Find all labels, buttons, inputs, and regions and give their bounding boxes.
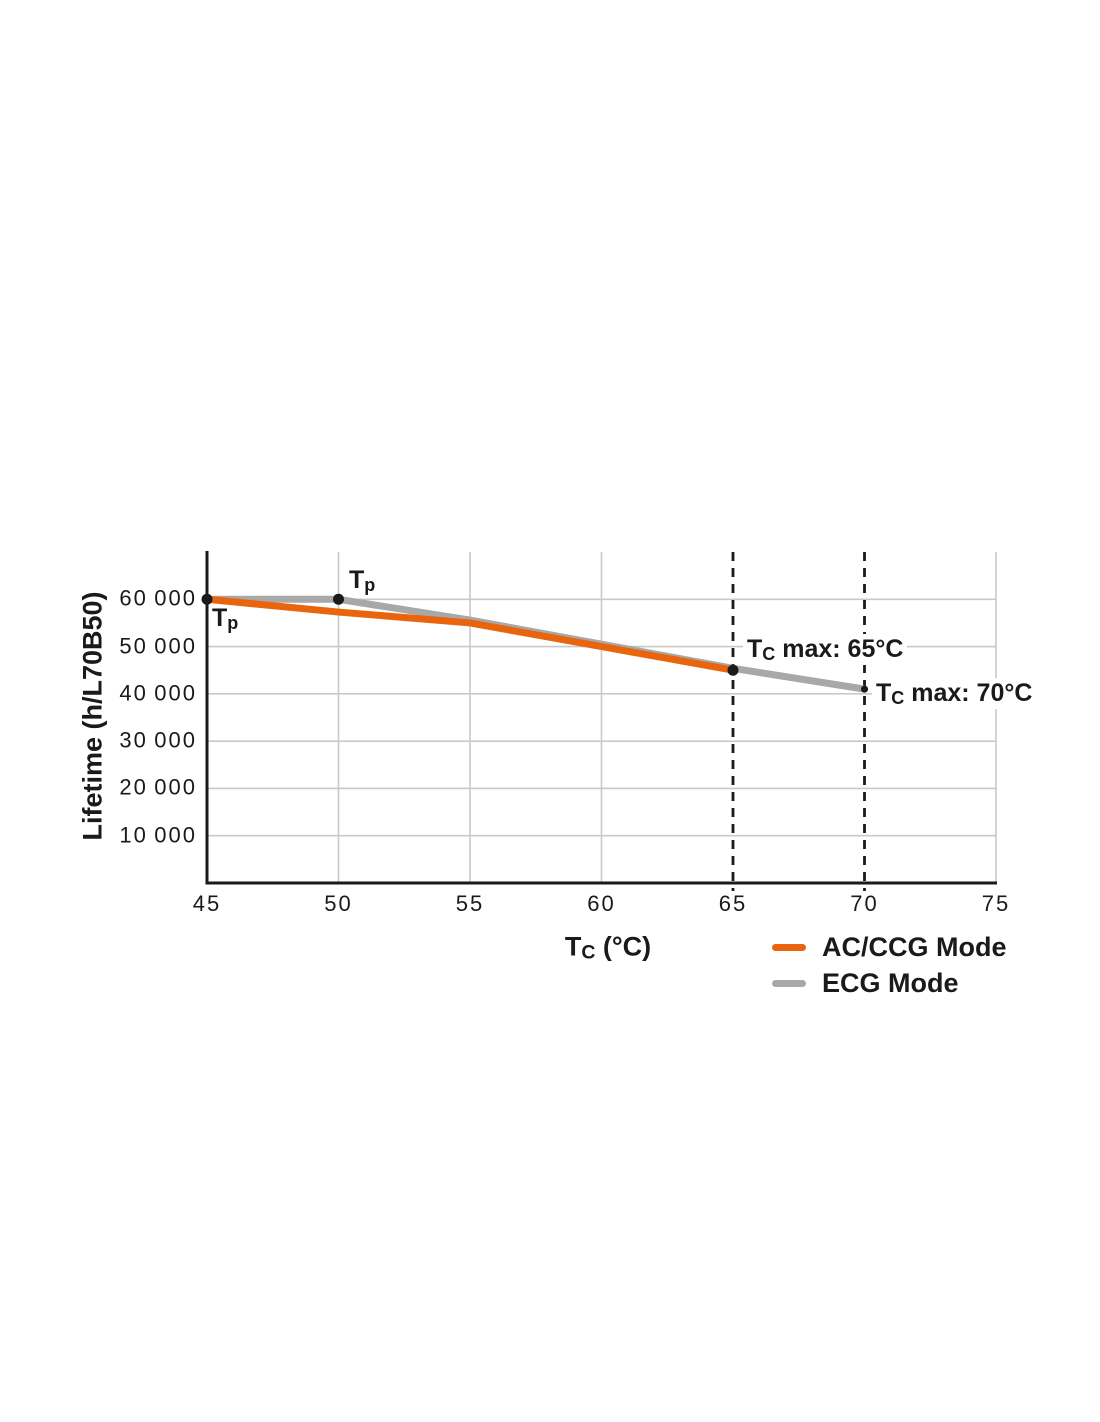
y-tick-label: 60 000 xyxy=(119,585,197,611)
data-point-marker-70 xyxy=(861,685,868,693)
legend-item-ac-ccg: AC/CCG Mode xyxy=(772,929,1007,965)
x-tick-label: 50 xyxy=(324,891,353,916)
annotation-tc-max-70: TC max: 70°C xyxy=(872,678,1037,709)
x-tick-label: 60 xyxy=(587,891,616,916)
annotation-tp-45: Tp xyxy=(212,604,239,634)
x-axis-title-rest: (°C) xyxy=(595,931,652,962)
x-tick-label: 65 xyxy=(718,891,748,916)
x-tick-label: 75 xyxy=(981,891,1011,916)
x-axis-title-subscript: C xyxy=(581,941,596,964)
legend-label: AC/CCG Mode xyxy=(822,931,1007,962)
legend-label: ECG Mode xyxy=(822,967,959,998)
series-line-ac-ccg-mode xyxy=(203,595,737,674)
data-point-marker-65 xyxy=(727,664,739,676)
legend-swatch-orange xyxy=(772,943,806,951)
data-point-marker-50 xyxy=(333,593,344,605)
x-tick-label: 70 xyxy=(850,891,879,916)
y-tick-label: 10 000 xyxy=(119,822,197,848)
y-tick-label: 40 000 xyxy=(119,680,197,706)
legend-item-ecg: ECG Mode xyxy=(772,965,1007,1001)
annotation-tc-max-65: TC max: 65°C xyxy=(743,634,908,665)
annotation-tp-50: Tp xyxy=(349,566,376,596)
legend: AC/CCG Mode ECG Mode xyxy=(772,929,1007,1001)
y-tick-label: 30 000 xyxy=(119,727,197,753)
legend-swatch-gray xyxy=(772,979,806,987)
data-point-marker-45 xyxy=(201,593,213,605)
y-tick-label: 50 000 xyxy=(119,633,197,659)
x-tick-label: 45 xyxy=(192,891,222,916)
x-tick-label: 55 xyxy=(455,891,485,916)
x-axis-title-main: T xyxy=(564,931,582,962)
y-axis-title: Lifetime (h/L70B50) xyxy=(77,591,108,841)
y-tick-label: 20 000 xyxy=(119,774,197,800)
x-axis-title: TC (°C) xyxy=(564,931,652,964)
